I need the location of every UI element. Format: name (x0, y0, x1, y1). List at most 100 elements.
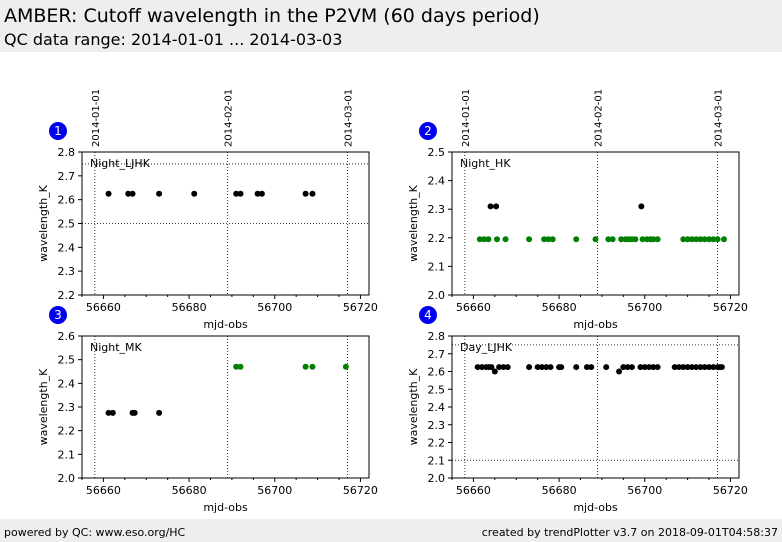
data-point (105, 190, 112, 197)
data-point (638, 203, 645, 210)
data-point (156, 409, 163, 416)
data-point (493, 203, 500, 210)
y-tick-label: 2.4 (58, 377, 76, 390)
data-point (342, 363, 349, 370)
data-point (302, 363, 309, 370)
plot-label: Night_MK (90, 341, 143, 354)
y-tick-label: 2.4 (428, 401, 446, 414)
y-tick-label: 2.6 (58, 194, 76, 207)
data-point (481, 236, 488, 243)
data-point (504, 364, 511, 371)
y-tick-label: 2.5 (428, 146, 446, 159)
data-point (478, 364, 485, 371)
y-tick-label: 2.3 (428, 419, 446, 432)
data-point (632, 236, 639, 243)
data-point (233, 363, 240, 370)
y-tick-label: 2.1 (428, 454, 446, 467)
data-point (125, 190, 132, 197)
data-point (688, 236, 695, 243)
date-marker-label: 2014-03-01 (344, 89, 355, 147)
date-marker-label: 2014-03-01 (714, 89, 725, 147)
y-axis-label: wavelength_K (407, 368, 420, 446)
data-point (487, 203, 494, 210)
data-point (258, 190, 265, 197)
x-tick-label: 56660 (86, 301, 121, 314)
data-point (109, 409, 116, 416)
data-point (624, 364, 631, 371)
y-tick-label: 2.6 (428, 366, 446, 379)
date-marker-label: 2014-02-01 (594, 89, 605, 147)
footer: powered by QC: www.eso.org/HC created by… (0, 519, 782, 542)
x-tick-label: 56720 (343, 484, 378, 497)
y-axis-label: wavelength_K (407, 184, 420, 262)
data-point (641, 364, 648, 371)
data-point (616, 368, 623, 375)
data-point (105, 409, 112, 416)
data-point (493, 236, 500, 243)
x-tick-label: 56700 (627, 301, 662, 314)
y-tick-label: 2.3 (58, 401, 76, 414)
data-point (545, 236, 552, 243)
y-tick-label: 2.5 (58, 218, 76, 231)
data-point (502, 236, 509, 243)
y-tick-label: 2.8 (58, 146, 76, 159)
plot-label: Night_HK (460, 157, 511, 170)
footer-created-by: created by trendPlotter v3.7 on 2018-09-… (481, 526, 778, 539)
data-point (237, 190, 244, 197)
data-point (718, 364, 725, 371)
y-tick-label: 2.1 (428, 260, 446, 273)
data-point (488, 364, 495, 371)
data-point (697, 364, 704, 371)
date-marker-label: 2014-01-01 (91, 89, 102, 147)
data-point (688, 364, 695, 371)
page-subtitle: QC data range: 2014-01-01 ... 2014-03-03 (4, 30, 343, 49)
footer-powered-by: powered by QC: www.eso.org/HC (4, 526, 186, 539)
y-axis-label: wavelength_K (37, 184, 50, 262)
y-tick-label: 2.1 (58, 448, 76, 461)
plot-frame (81, 335, 370, 479)
x-tick-label: 56700 (627, 484, 662, 497)
data-point (131, 409, 138, 416)
panel-number-badge (419, 122, 437, 140)
x-tick-label: 56680 (542, 301, 577, 314)
data-point (680, 364, 687, 371)
x-axis-label: mjd-obs (203, 318, 248, 331)
chart-panel-2: 2014-01-01 2014-02-01 2014-03-01 56660 56680… (407, 89, 748, 331)
data-point (538, 364, 545, 371)
x-tick-label: 56680 (172, 301, 207, 314)
data-point (637, 364, 644, 371)
y-tick-label: 2.4 (58, 241, 76, 254)
data-point (191, 190, 198, 197)
panel-number-badge (49, 306, 67, 324)
y-tick-label: 2.2 (428, 232, 446, 245)
y-tick-label: 2.2 (428, 437, 446, 450)
date-marker-label: 2014-01-01 (461, 89, 472, 147)
plot-label: Night_LJHK (90, 157, 151, 170)
plot-frame (451, 335, 740, 479)
data-point (237, 363, 244, 370)
data-point (526, 236, 533, 243)
y-tick-label: 2.0 (428, 472, 446, 485)
data-point (684, 364, 691, 371)
x-tick-label: 56720 (343, 301, 378, 314)
data-point (474, 364, 481, 371)
data-point (605, 236, 612, 243)
data-point (721, 236, 728, 243)
data-point (541, 236, 548, 243)
y-tick-label: 2.2 (58, 425, 76, 438)
data-point (680, 236, 687, 243)
y-tick-label: 2.3 (428, 203, 446, 216)
data-point (650, 364, 657, 371)
data-point (618, 236, 625, 243)
data-point (549, 236, 556, 243)
y-axis-label: wavelength_K (37, 368, 50, 446)
x-tick-label: 56680 (542, 484, 577, 497)
y-tick-label: 2.5 (428, 383, 446, 396)
x-tick-label: 56700 (257, 301, 292, 314)
panel-number: 3 (54, 308, 62, 322)
x-tick-label: 56700 (257, 484, 292, 497)
x-tick-label: 56720 (713, 301, 748, 314)
page-title: AMBER: Cutoff wavelength in the P2VM (60… (4, 5, 540, 27)
data-point (309, 363, 316, 370)
y-tick-label: 2.2 (58, 289, 76, 302)
